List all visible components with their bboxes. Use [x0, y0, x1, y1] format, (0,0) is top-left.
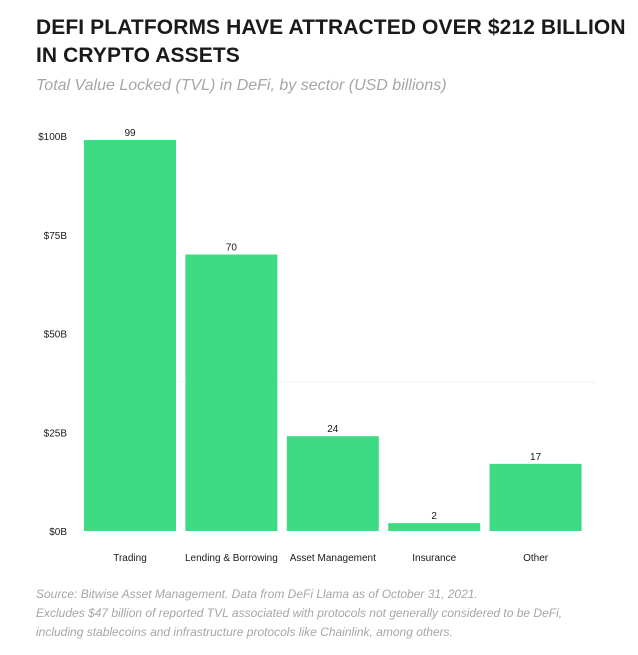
bar	[489, 463, 582, 531]
y-tick-label: $25B	[44, 428, 68, 439]
y-tick-label: $50B	[44, 330, 68, 341]
chart-title: DEFI PLATFORMS HAVE ATTRACTED OVER $212 …	[36, 14, 626, 70]
bar	[185, 254, 278, 531]
x-category-label: Asset Management	[290, 553, 376, 564]
chart-title-line-1: DEFI PLATFORMS HAVE ATTRACTED OVER $212 …	[36, 16, 626, 39]
chart-subtitle: Total Value Locked (TVL) in DeFi, by sec…	[36, 77, 447, 94]
source-line-3: including stablecoins and infrastructure…	[36, 625, 453, 639]
y-tick-label: $75B	[44, 231, 68, 242]
source-note: Source: Bitwise Asset Management. Data f…	[36, 585, 631, 642]
bar	[84, 139, 176, 531]
x-category-label: Trading	[113, 553, 147, 564]
x-category-label: Other	[523, 553, 549, 564]
bar	[286, 436, 379, 531]
x-category-label: Lending & Borrowing	[185, 553, 278, 564]
y-tick-label: $0B	[49, 527, 67, 538]
x-category-label: Insurance	[412, 553, 456, 564]
y-tick-label: $100B	[38, 132, 67, 143]
bar-chart: $0B $25B $50B $75B $100B 99 Trading 70 Lending &…	[38, 128, 596, 564]
bar	[388, 523, 481, 531]
chart-title-line-2: IN CRYPTO ASSETS	[36, 44, 240, 67]
bar-value-label: 24	[327, 424, 339, 435]
source-line-1: Source: Bitwise Asset Management. Data f…	[36, 587, 478, 601]
bar-value-label: 2	[431, 511, 437, 522]
bar-value-label: 99	[124, 128, 136, 139]
bar-value-label: 70	[226, 243, 238, 254]
source-line-2: Excludes $47 billion of reported TVL ass…	[36, 606, 563, 620]
bar-value-label: 17	[530, 452, 542, 463]
